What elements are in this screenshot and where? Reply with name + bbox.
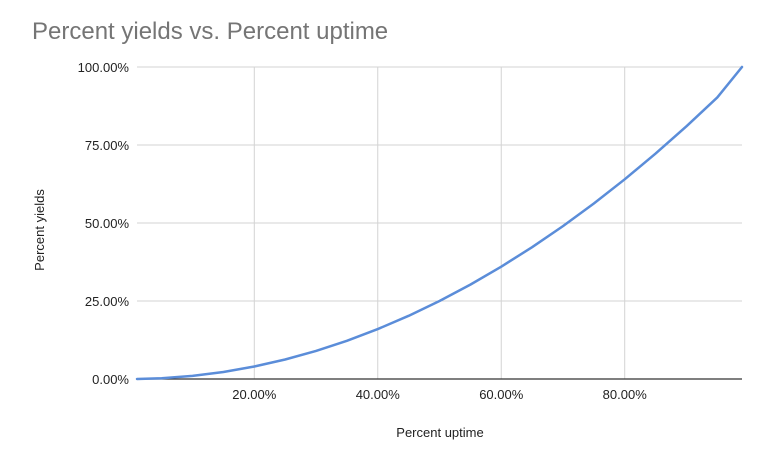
x-tick-label: 60.00% xyxy=(479,387,524,402)
x-tick-labels: 20.00% 40.00% 60.00% 80.00% xyxy=(232,387,647,402)
y-tick-label: 0.00% xyxy=(92,372,129,387)
x-tick-label: 20.00% xyxy=(232,387,277,402)
series-lines xyxy=(135,65,744,381)
y-axis-label: Percent yields xyxy=(32,189,47,271)
y-tick-labels: 0.00% 25.00% 50.00% 75.00% 100.00% xyxy=(78,60,130,387)
series-line-0 xyxy=(135,65,744,381)
gridlines xyxy=(137,66,742,379)
y-tick-label: 50.00% xyxy=(85,216,130,231)
chart-title: Percent yields vs. Percent uptime xyxy=(32,18,388,45)
x-axis-label: Percent uptime xyxy=(396,425,483,440)
y-tick-label: 25.00% xyxy=(85,294,130,309)
x-tick-label: 80.00% xyxy=(603,387,648,402)
y-tick-label: 100.00% xyxy=(78,60,130,75)
x-tick-label: 40.00% xyxy=(356,387,401,402)
y-tick-label: 75.00% xyxy=(85,138,130,153)
